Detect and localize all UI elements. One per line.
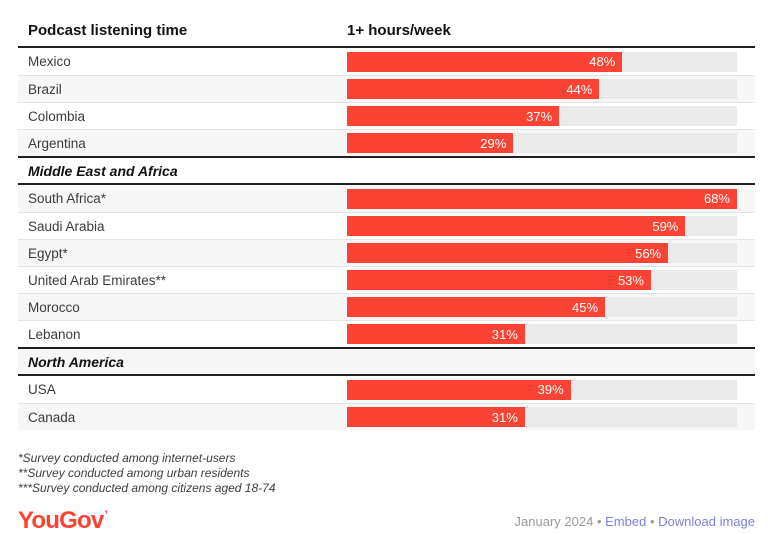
value-bar: 31% bbox=[347, 324, 525, 344]
bar-track: 39% bbox=[347, 379, 737, 400]
value-bar: 29% bbox=[347, 133, 514, 153]
download-image-link[interactable]: Download image bbox=[658, 513, 755, 529]
footnotes: *Survey conducted among internet-users *… bbox=[18, 451, 768, 496]
table-row: Saudi Arabia 59% bbox=[18, 212, 755, 239]
yougov-logo: YouGov’ bbox=[18, 507, 108, 534]
chart-title: Podcast listening time bbox=[28, 21, 188, 39]
bar-cell: 44% bbox=[347, 79, 737, 99]
chart-table: Podcast listening time 1+ hours/week Mex… bbox=[18, 14, 755, 430]
value-bar: 44% bbox=[347, 79, 600, 99]
bar-track: 48% bbox=[347, 51, 737, 72]
value-bar: 39% bbox=[347, 379, 571, 400]
footnote-line: *Survey conducted among internet-users bbox=[18, 451, 236, 465]
footnote-line: ***Survey conducted among citizens aged … bbox=[18, 481, 276, 495]
footer: YouGov’ January 2024 • Embed • Download … bbox=[18, 507, 755, 534]
value-label: 37% bbox=[526, 108, 553, 124]
separator-dot: • bbox=[596, 513, 602, 529]
separator-dot: • bbox=[649, 513, 655, 529]
value-label: 53% bbox=[617, 272, 644, 288]
value-label: 45% bbox=[572, 299, 599, 315]
bar-track: 31% bbox=[347, 407, 737, 427]
value-label: 48% bbox=[589, 54, 616, 69]
table-row: United Arab Emirates** 53% bbox=[18, 266, 755, 293]
bar-cell: 31% bbox=[347, 407, 737, 427]
bar-cell: 56% bbox=[347, 243, 737, 263]
bar-track: 37% bbox=[347, 106, 737, 126]
bar-cell: 48% bbox=[347, 51, 737, 72]
bar-track: 59% bbox=[347, 216, 737, 236]
bar-track: 53% bbox=[347, 270, 737, 290]
value-label: 31% bbox=[491, 326, 518, 342]
bar-cell: 53% bbox=[347, 270, 737, 290]
value-bar: 45% bbox=[347, 297, 606, 317]
value-label: 44% bbox=[566, 81, 593, 97]
footer-meta: January 2024 • Embed • Download image bbox=[515, 514, 755, 529]
table-row: South Africa* 68% bbox=[18, 185, 755, 212]
bar-track: 44% bbox=[347, 79, 737, 99]
bar-cell: 39% bbox=[347, 379, 737, 400]
value-bar: 56% bbox=[347, 243, 669, 263]
country-label: United Arab Emirates** bbox=[28, 272, 167, 288]
table-row: Argentina 29% bbox=[18, 129, 755, 156]
country-label: Morocco bbox=[28, 299, 80, 315]
value-label: 39% bbox=[537, 382, 564, 397]
value-bar: 48% bbox=[347, 51, 623, 72]
value-bar: 68% bbox=[347, 188, 737, 209]
footnote-line: **Survey conducted among urban residents bbox=[18, 466, 250, 480]
table-row: Colombia 37% bbox=[18, 102, 755, 129]
value-label: 29% bbox=[480, 135, 507, 151]
table-row: USA 39% bbox=[18, 376, 755, 403]
table-row: Lebanon 31% bbox=[18, 320, 755, 347]
country-label: Argentina bbox=[28, 135, 86, 151]
bar-cell: 29% bbox=[347, 133, 737, 153]
bar-track: 29% bbox=[347, 133, 737, 153]
country-label: Colombia bbox=[28, 108, 86, 124]
embed-link[interactable]: Embed bbox=[605, 513, 647, 529]
value-bar: 59% bbox=[347, 216, 686, 236]
country-label: Lebanon bbox=[28, 326, 81, 342]
table-row: Morocco 45% bbox=[18, 293, 755, 320]
bar-track: 31% bbox=[347, 324, 737, 344]
value-bar: 31% bbox=[347, 407, 525, 427]
table-row: Canada 31% bbox=[18, 403, 755, 430]
country-label: Brazil bbox=[28, 81, 62, 97]
column-header-row: Podcast listening time 1+ hours/week bbox=[18, 14, 755, 48]
value-label: 31% bbox=[491, 409, 518, 425]
bar-cell: 59% bbox=[347, 216, 737, 236]
bar-cell: 37% bbox=[347, 106, 737, 126]
bar-cell: 45% bbox=[347, 297, 737, 317]
bar-cell: 31% bbox=[347, 324, 737, 344]
table-row: Egypt* 56% bbox=[18, 239, 755, 266]
country-label: USA bbox=[28, 382, 56, 397]
bar-track: 68% bbox=[347, 188, 737, 209]
table-row: Brazil 44% bbox=[18, 75, 755, 102]
value-label: 59% bbox=[652, 218, 679, 234]
table-row: Mexico 48% bbox=[18, 48, 755, 75]
value-bar: 53% bbox=[347, 270, 651, 290]
yougov-logo-mark: ’ bbox=[104, 508, 107, 522]
country-label: Saudi Arabia bbox=[28, 218, 105, 234]
bar-cell: 68% bbox=[347, 188, 737, 209]
value-label: 56% bbox=[635, 245, 662, 261]
country-label: South Africa* bbox=[28, 191, 107, 206]
metric-column-header: 1+ hours/week bbox=[347, 21, 451, 39]
bar-track: 45% bbox=[347, 297, 737, 317]
value-label: 68% bbox=[703, 191, 730, 206]
publish-date: January 2024 bbox=[514, 513, 594, 529]
country-label: Canada bbox=[28, 409, 76, 425]
section-header-middle-east-and-africa: Middle East and Africa bbox=[18, 156, 755, 185]
yougov-logo-text: YouGov bbox=[18, 507, 104, 534]
bar-track: 56% bbox=[347, 243, 737, 263]
value-bar: 37% bbox=[347, 106, 560, 126]
country-label: Mexico bbox=[28, 54, 71, 69]
country-label: Egypt* bbox=[28, 245, 68, 261]
section-header-north-america: North America bbox=[18, 347, 755, 376]
